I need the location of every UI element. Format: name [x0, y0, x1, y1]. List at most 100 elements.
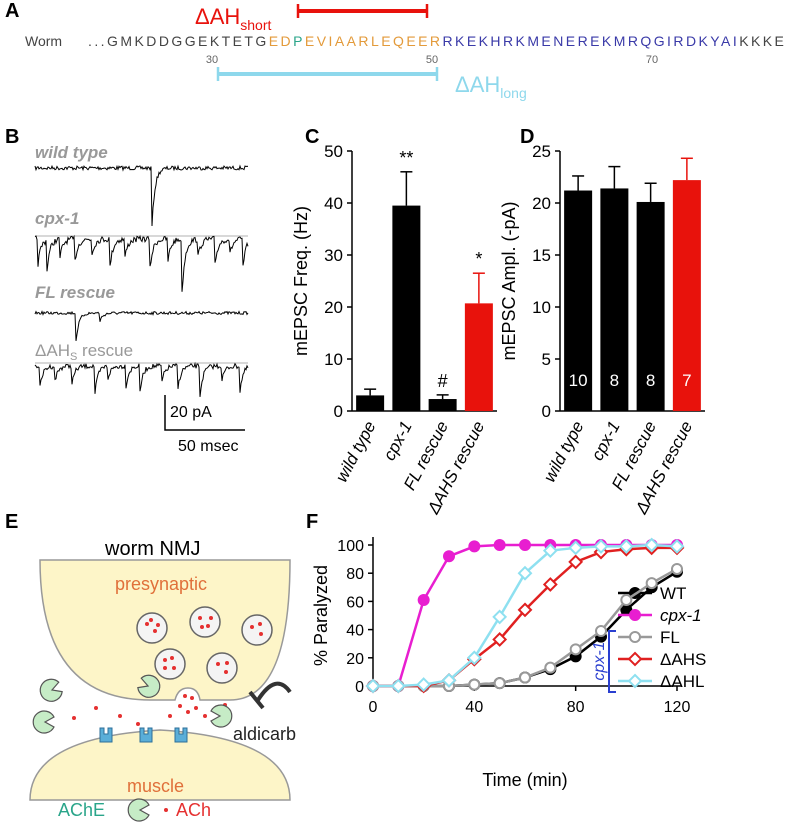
marker — [595, 625, 607, 638]
marker — [441, 672, 457, 688]
marker — [390, 678, 406, 694]
marker — [593, 538, 609, 554]
y-tick-label: 20 — [532, 194, 551, 213]
marker — [492, 632, 508, 647]
sequence-segment: EVIAARLEQEER — [305, 33, 443, 49]
trace-label-main: cpx-1 — [35, 209, 79, 228]
marker — [466, 650, 482, 666]
inhibitor-bar — [248, 690, 265, 710]
marker — [629, 609, 641, 621]
residue-number: 70 — [646, 54, 658, 66]
trace-label-main: FL rescue — [35, 283, 115, 302]
marker — [671, 562, 683, 575]
vesicles — [136, 606, 273, 684]
y-tick-label: 15 — [532, 246, 551, 265]
bar — [600, 188, 629, 411]
transmitter-label: ACh — [176, 800, 211, 820]
x-tick-label: 40 — [465, 699, 483, 716]
y-tick-label: 30 — [324, 246, 343, 265]
marker — [645, 577, 658, 590]
trace-label: cpx-1 — [35, 209, 79, 228]
n-label: 7 — [682, 371, 691, 390]
bracket-label: cpx-1 — [591, 641, 608, 680]
sequence-segment: P — [293, 33, 305, 49]
y-tick-label: 25 — [532, 142, 551, 161]
legend-label: WT — [660, 584, 686, 603]
panel-letter: A — [5, 0, 19, 22]
label-main: ΔAH — [195, 4, 240, 29]
y-tick-label: 10 — [532, 298, 551, 317]
y-axis-label: mEPSC Ampl. (-pA) — [499, 201, 519, 360]
ache-legend-icon — [127, 798, 150, 822]
marker — [492, 609, 508, 625]
marker — [644, 537, 660, 553]
legend-label: ΔAHS — [660, 650, 706, 669]
scale-label: 50 msec — [178, 438, 238, 455]
x-tick-label: 0 — [369, 699, 378, 716]
x-tick-label: cpx-1 — [588, 418, 624, 464]
n-label: 10 — [569, 371, 588, 390]
marker — [519, 671, 531, 684]
current-trace — [34, 361, 249, 397]
marker — [517, 602, 533, 618]
legend-label: cpx-1 — [660, 606, 702, 625]
bar — [464, 303, 493, 411]
bar — [392, 205, 421, 411]
label-sub: long — [500, 85, 526, 101]
series-line — [373, 567, 678, 688]
trace-label-sub: S — [70, 351, 77, 363]
inhibitor-arrow — [256, 681, 292, 702]
x-tick-label: wild type — [332, 418, 380, 485]
residue-number: 50 — [426, 54, 438, 66]
schematic-title: worm NMJ — [104, 538, 201, 560]
scale-label: 20 pA — [170, 404, 212, 421]
y-tick-label: 60 — [346, 594, 364, 611]
long-label: ΔAHlong — [455, 72, 527, 101]
ache-enzymes — [32, 674, 233, 734]
residue-number: 30 — [206, 54, 218, 66]
enzyme-label: AChE — [58, 800, 105, 820]
bar — [428, 399, 457, 411]
label-sub: short — [240, 17, 271, 33]
marker — [569, 643, 582, 656]
n-label: 8 — [610, 371, 619, 390]
y-tick-label: 40 — [346, 623, 364, 640]
receptors — [99, 727, 188, 743]
marker — [544, 661, 557, 674]
y-tick-label: 50 — [324, 142, 343, 161]
marker — [468, 540, 481, 553]
species-label: Worm — [25, 33, 62, 49]
x-tick-label: wild type — [540, 418, 588, 485]
marker — [417, 593, 430, 606]
trace-label: wild type — [35, 143, 108, 162]
y-tick-label: 20 — [346, 651, 364, 668]
current-trace — [34, 164, 249, 227]
y-tick-label: 5 — [542, 350, 551, 369]
current-trace — [34, 310, 249, 341]
panel-letter: D — [520, 126, 534, 148]
trace-label-main: wild type — [35, 143, 108, 162]
bar — [636, 201, 665, 411]
drug-label: aldicarb — [233, 724, 296, 744]
y-tick-label: 80 — [346, 566, 364, 583]
significance-label: # — [438, 371, 448, 391]
sequence: ...GMKDDGGEKTETGEDPEVIAARLEQEERRKEKHRKME… — [88, 33, 785, 49]
x-axis-label: Time (min) — [482, 770, 567, 790]
sequence-segment: ED — [269, 33, 293, 49]
panel-letter: C — [305, 126, 319, 148]
significance-label: ** — [399, 148, 413, 168]
y-tick-label: 0 — [334, 402, 343, 421]
x-tick-label: 80 — [567, 699, 585, 716]
ach-legend-icon — [164, 808, 168, 812]
legend-label: ΔAHL — [660, 672, 704, 691]
scale-bar — [164, 395, 245, 431]
label-main: ΔAH — [455, 72, 500, 97]
panel-letter: F — [306, 511, 318, 533]
marker — [468, 678, 481, 691]
y-tick-label: 40 — [324, 194, 343, 213]
muscle-cell — [29, 729, 291, 801]
trace-label: FL rescue — [35, 283, 115, 302]
trace-label-main: ΔAH — [35, 341, 70, 360]
short-label: ΔAHshort — [195, 4, 272, 33]
